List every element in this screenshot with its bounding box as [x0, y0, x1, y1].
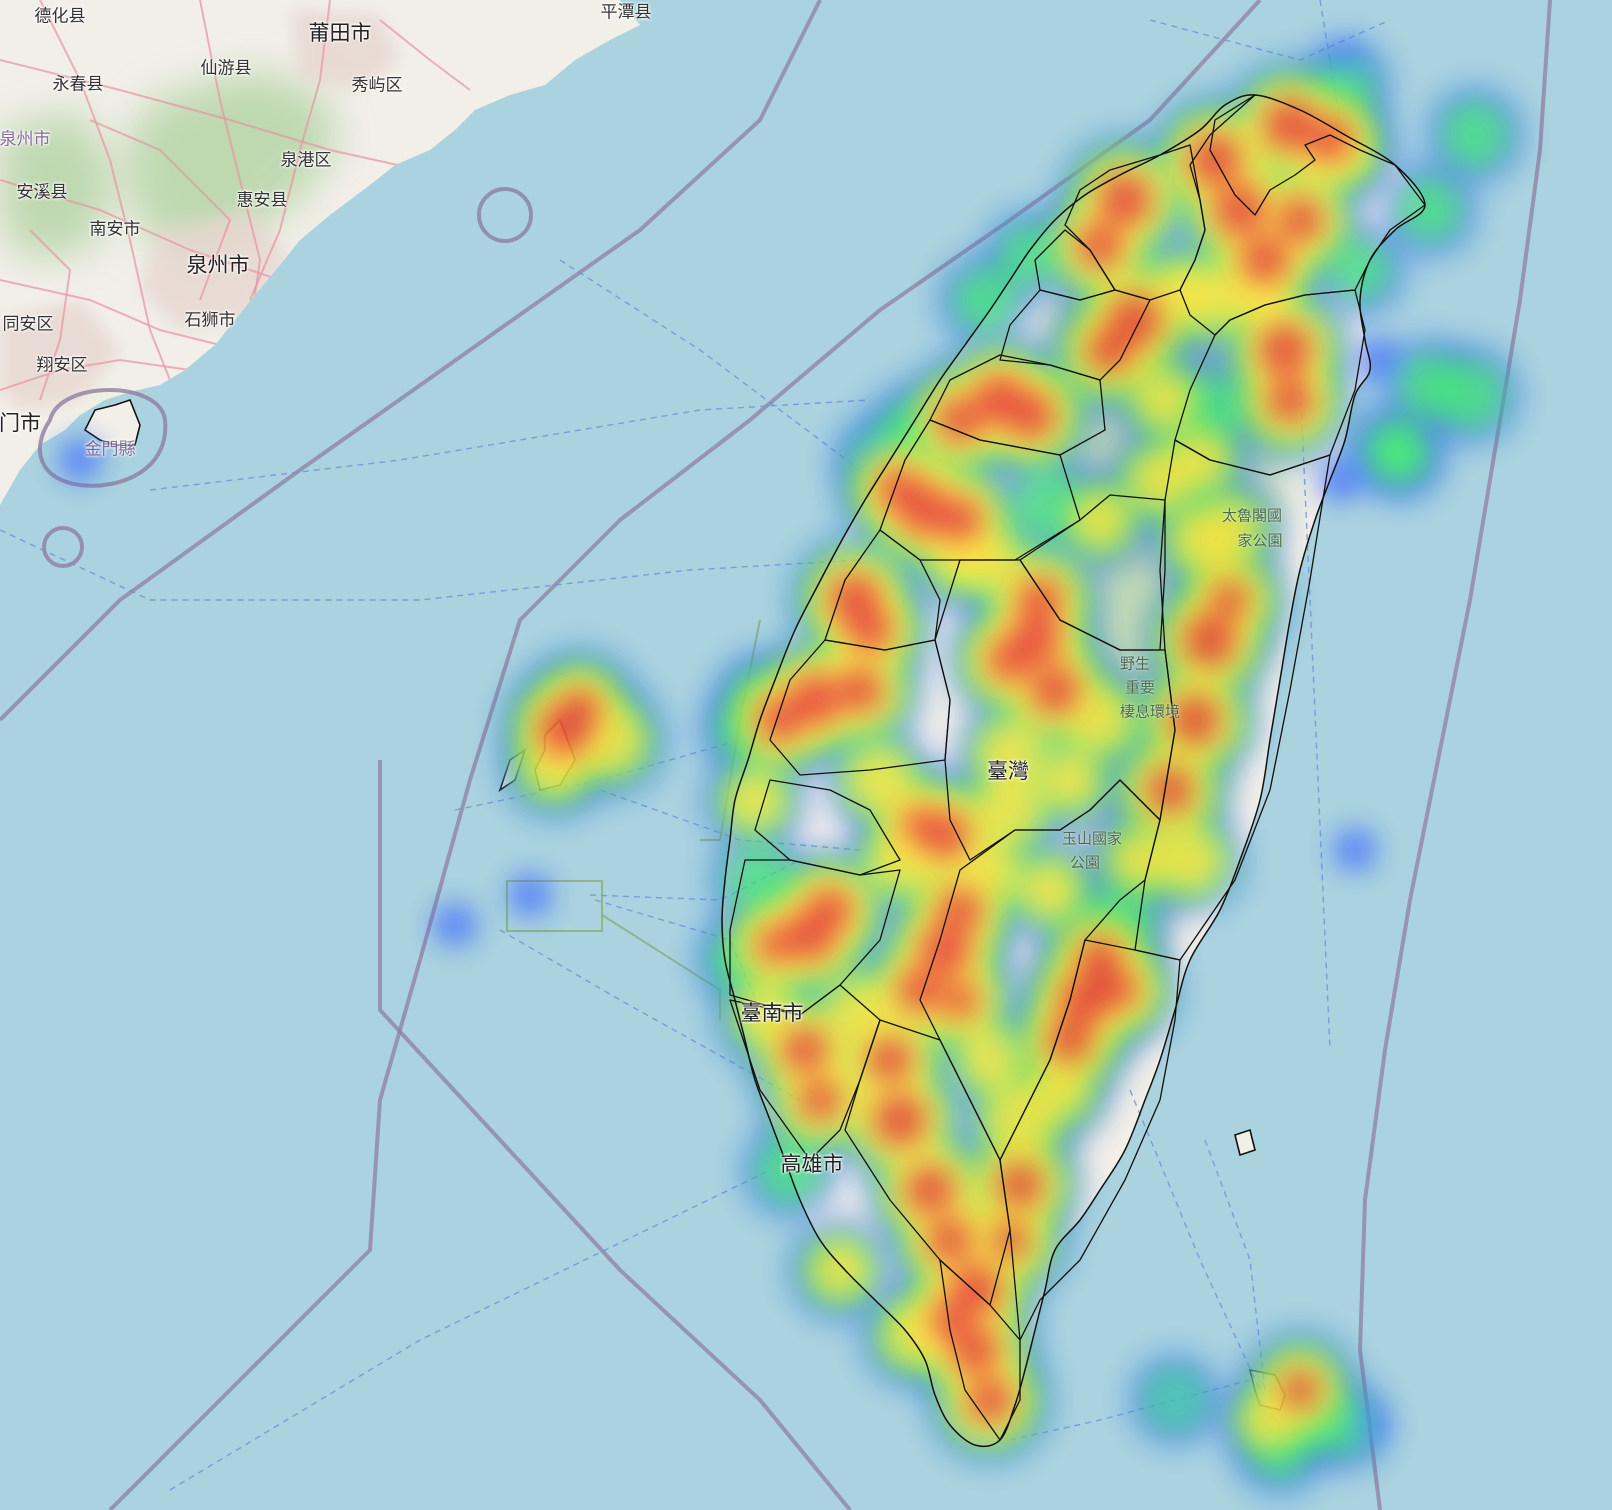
- label-xiangan: 翔安区: [36, 355, 88, 376]
- label-tongan: 同安区: [2, 314, 54, 335]
- road-network: [0, 0, 471, 401]
- island-outline: [477, 187, 533, 243]
- label-quangang: 泉港区: [280, 150, 332, 171]
- green-island-land: [1234, 1128, 1256, 1157]
- label-xianyou: 仙游县: [200, 58, 252, 79]
- urban-area: [0, 300, 120, 410]
- label-yushan-line2: 公園: [1069, 853, 1101, 872]
- county-borders: [721, 94, 1426, 1448]
- protected-area-outline: [506, 880, 603, 932]
- label-putian: 莆田市: [308, 21, 372, 45]
- island-outline: [42, 526, 84, 568]
- kinmen-land: [83, 399, 141, 446]
- label-nanan: 南安市: [89, 219, 141, 240]
- label-taroko-line1: 太魯閣國: [1221, 506, 1283, 525]
- label-xiamen-partial: 门市: [0, 411, 41, 435]
- label-anxi: 安溪县: [16, 182, 68, 203]
- label-yushan-line1: 玉山國家: [1061, 829, 1123, 848]
- label-quanzhou: 泉州市: [186, 253, 250, 277]
- label-quanzhou-west: 泉州市: [0, 129, 51, 150]
- label-taiwan: 臺灣: [987, 759, 1029, 783]
- forest-area: [120, 70, 340, 260]
- label-shishi: 石狮市: [184, 310, 236, 331]
- mainland-basemap: [0, 0, 640, 505]
- label-wildlife-line2: 重要: [1124, 678, 1156, 697]
- label-tainan: 臺南市: [740, 1001, 804, 1025]
- label-pingtan: 平潭县: [600, 2, 652, 23]
- label-yongchun: 永春县: [52, 74, 104, 95]
- label-kaohsiung: 高雄市: [780, 1152, 844, 1176]
- urban-area: [290, 10, 400, 90]
- label-huian: 惠安县: [236, 190, 288, 211]
- forest-area: [0, 110, 120, 260]
- label-xiuyu: 秀屿区: [351, 75, 403, 96]
- label-taroko-line2: 家公園: [1237, 531, 1283, 550]
- label-wildlife-line3: 棲息環境: [1119, 702, 1181, 721]
- label-kinmen: 金門縣: [84, 439, 136, 460]
- label-dehua: 德化县: [34, 6, 86, 27]
- label-wildlife-line1: 野生: [1119, 654, 1151, 673]
- kinmen-boundary: [38, 388, 168, 488]
